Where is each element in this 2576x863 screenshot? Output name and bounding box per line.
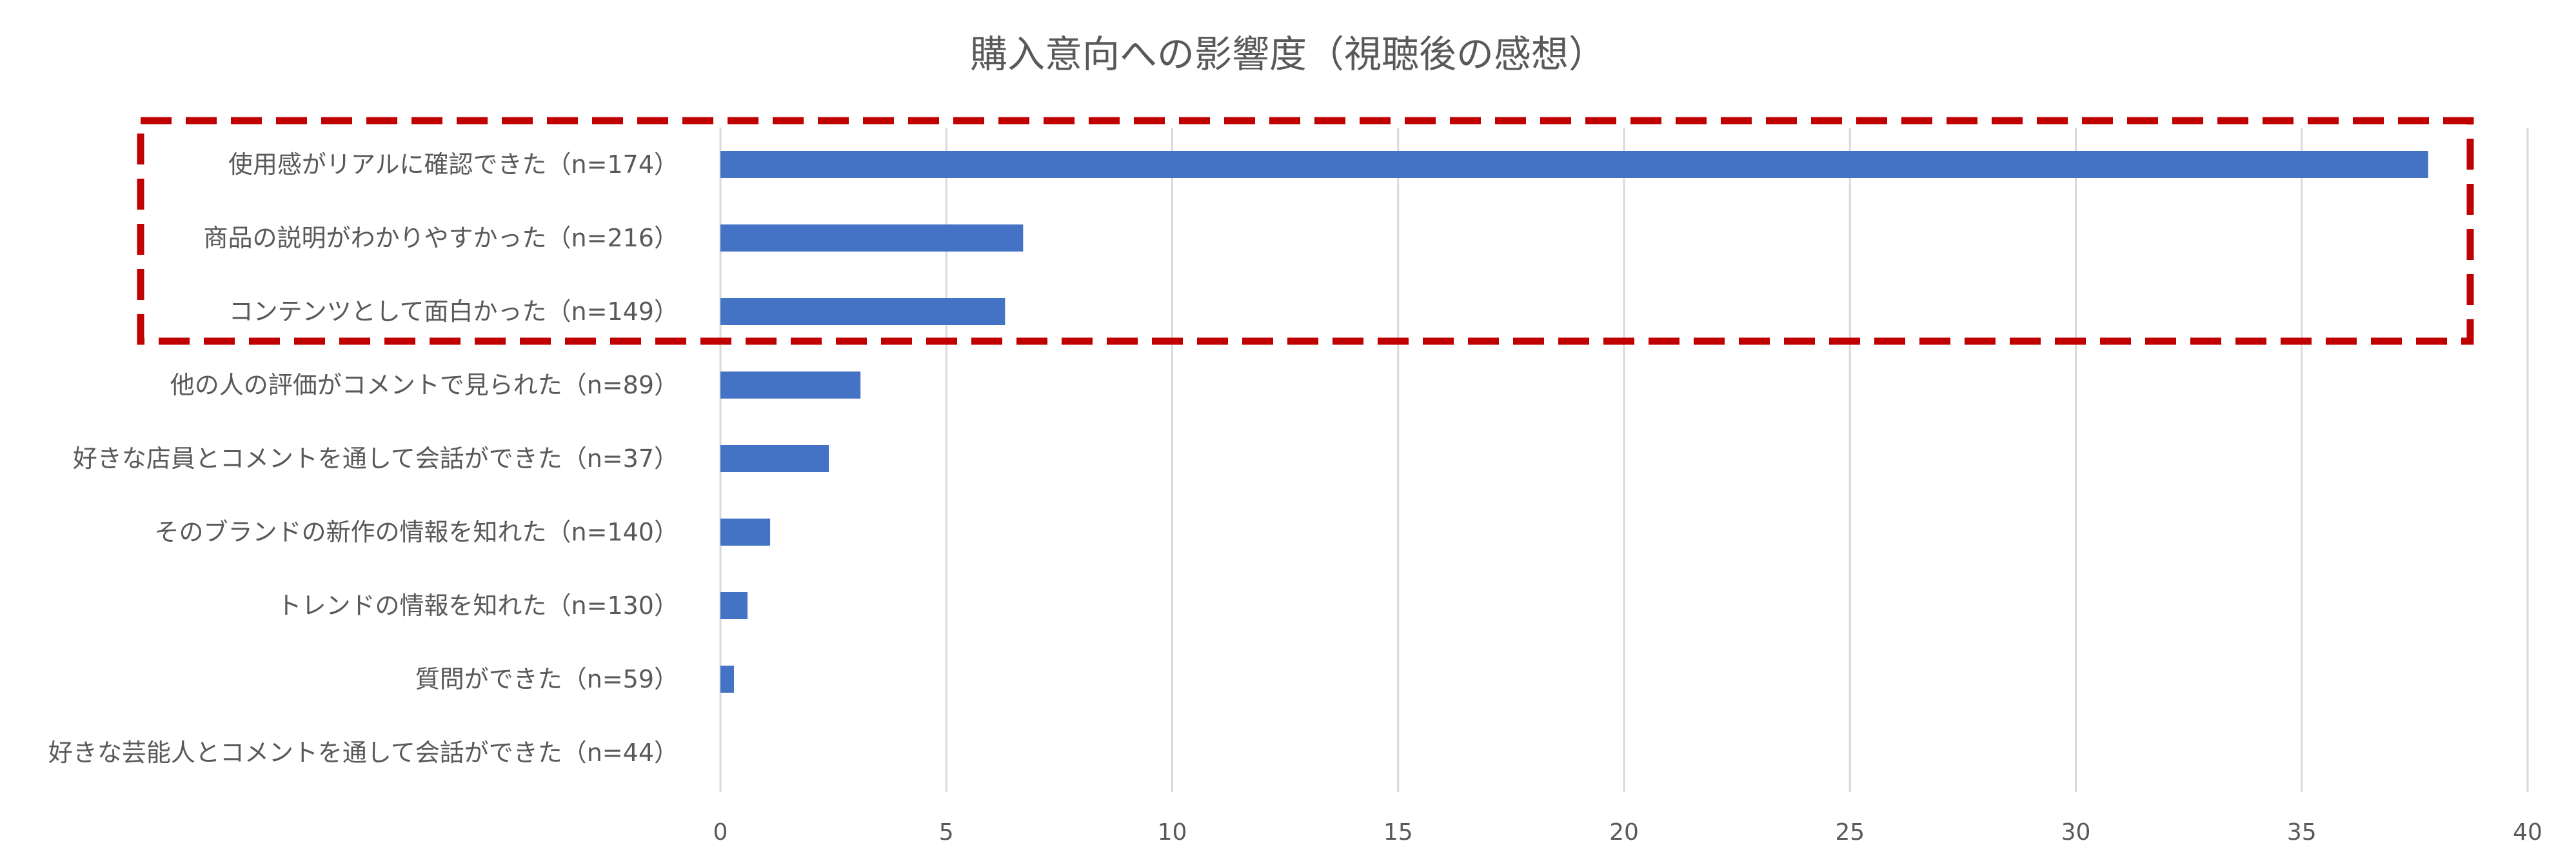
highlight-box	[137, 117, 2474, 345]
category-label: トレンドの情報を知れた（n=130）	[277, 591, 679, 620]
bar	[720, 519, 771, 546]
x-tick-label: 20	[1609, 819, 1639, 846]
x-tick-label: 40	[2513, 819, 2542, 846]
category-label: そのブランドの新作の情報を知れた（n=140）	[155, 518, 679, 546]
x-tick-label: 15	[1383, 819, 1413, 846]
x-tick-label: 30	[2061, 819, 2091, 846]
x-tick-label: 0	[713, 819, 728, 846]
bar	[720, 666, 735, 693]
bar	[720, 298, 1006, 325]
x-tick-label: 35	[2287, 819, 2317, 846]
category-label: 商品の説明がわかりやすかった（n=216）	[204, 224, 679, 252]
category-label: 他の人の評価がコメントで見られた（n=89）	[170, 371, 679, 399]
x-tick-label: 10	[1158, 819, 1187, 846]
bar	[720, 592, 748, 619]
bar	[720, 151, 2428, 178]
category-labels: 使用感がリアルに確認できた（n=174） 商品の説明がわかりやすかった（n=216…	[48, 150, 679, 767]
category-label: コンテンツとして面白かった（n=149）	[229, 297, 679, 326]
category-label: 好きな店員とコメントを通して会話ができた（n=37）	[73, 444, 679, 473]
x-axis-tick-labels: 0 5 10 15 20 25 30 35 40	[713, 819, 2542, 846]
category-label: 好きな芸能人とコメントを通して会話ができた（n=44）	[48, 739, 679, 767]
x-tick-label: 25	[1835, 819, 1865, 846]
bar	[720, 372, 861, 399]
chart-title: 購入意向への影響度（視聴後の感想）	[970, 32, 1606, 76]
bar	[720, 445, 829, 472]
bars	[720, 151, 2428, 693]
bar	[720, 224, 1024, 252]
x-tick-label: 5	[939, 819, 954, 846]
category-label: 使用感がリアルに確認できた（n=174）	[228, 150, 679, 179]
category-label: 質問ができた（n=59）	[415, 665, 679, 693]
